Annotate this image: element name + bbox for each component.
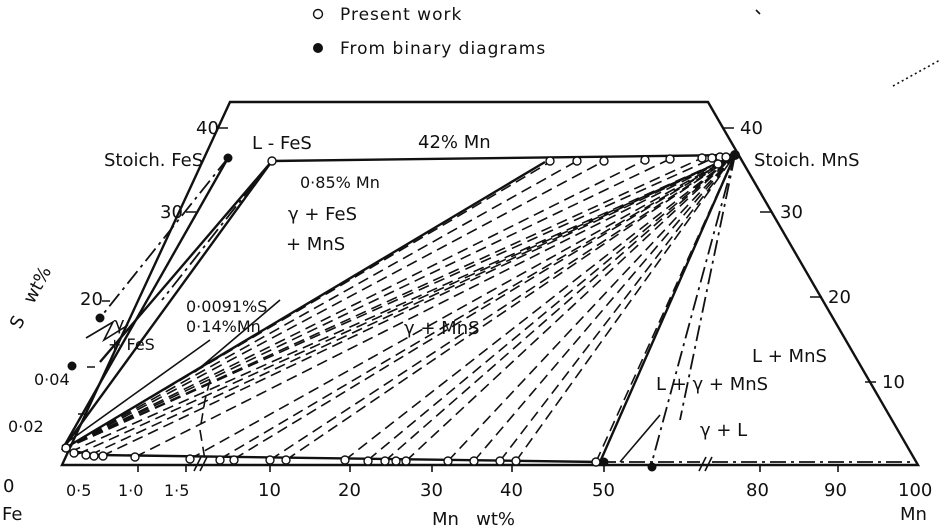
legend-open-marker (312, 8, 324, 20)
label-l-fes: L - FeS (252, 133, 312, 154)
label-g-fes-2: + FeS (108, 335, 155, 354)
tie-lines (61, 154, 736, 463)
frame (60, 100, 921, 472)
corner-mn: Mn (900, 504, 927, 525)
x-tick-40: 40 (500, 480, 523, 501)
x-tick-10: 1·0 (118, 481, 143, 500)
x-tick-0: 0 (3, 476, 14, 497)
scan-specks (755, 9, 941, 87)
legend-filled-marker (313, 43, 323, 53)
x-tick-90: 90 (824, 480, 847, 501)
x-tick-15: 1·5 (164, 481, 189, 500)
x-axis-title: Mn wt% (432, 509, 515, 530)
s-tick-004: 0·04 (34, 370, 70, 389)
label-g-fes-mns-1: γ + FeS (288, 204, 357, 225)
dash-dot-lines (99, 154, 915, 463)
label-0091s: 0·0091%S (186, 297, 267, 316)
label-g-l: γ + L (700, 420, 747, 441)
x-tick-20: 20 (338, 480, 361, 501)
s-tick-r10: 10 (882, 372, 905, 393)
legend: Present work From binary diagrams (312, 5, 546, 59)
label-l-g-mns: L + γ + MnS (656, 374, 768, 395)
present-work-points (61, 152, 731, 467)
region-labels: Stoich. FeS Stoich. MnS L - FeS 42% Mn 0… (104, 132, 860, 441)
s-tick-r30: 30 (780, 202, 803, 223)
s-axis-title: S wt% (6, 263, 56, 332)
x-tick-80: 80 (746, 480, 769, 501)
x-tick-05: 0·5 (66, 481, 91, 500)
x-tick-30: 30 (420, 480, 443, 501)
s-tick-30: 30 (160, 202, 183, 223)
label-014mn: 0·14%Mn (186, 317, 261, 336)
s-tick-r40: 40 (740, 118, 763, 139)
label-g-mns: γ + MnS (404, 318, 480, 339)
label-l-mns: L + MnS (752, 346, 827, 367)
x-tick-50: 50 (592, 480, 615, 501)
label-085mn: 0·85% Mn (300, 173, 380, 192)
s-tick-20: 20 (80, 289, 103, 310)
s-tick-40: 40 (196, 118, 219, 139)
s-tick-002: 0·02 (8, 417, 44, 436)
binary-points (67, 150, 740, 472)
corner-fe: Fe (2, 504, 22, 525)
legend-present-work: Present work (340, 5, 462, 25)
label-42mn: 42% Mn (418, 132, 491, 153)
legend-binary: From binary diagrams (340, 39, 546, 59)
tick-marks (78, 127, 876, 472)
x-tick-100: 100 (898, 480, 932, 501)
label-stoich-mns: Stoich. MnS (754, 150, 860, 171)
label-stoich-fes: Stoich. FeS (104, 150, 203, 171)
label-g-fes-1: γ (114, 314, 125, 335)
label-g-fes-mns-2: + MnS (286, 234, 345, 255)
x-tick-10b: 10 (258, 480, 281, 501)
s-tick-r20: 20 (828, 287, 851, 308)
